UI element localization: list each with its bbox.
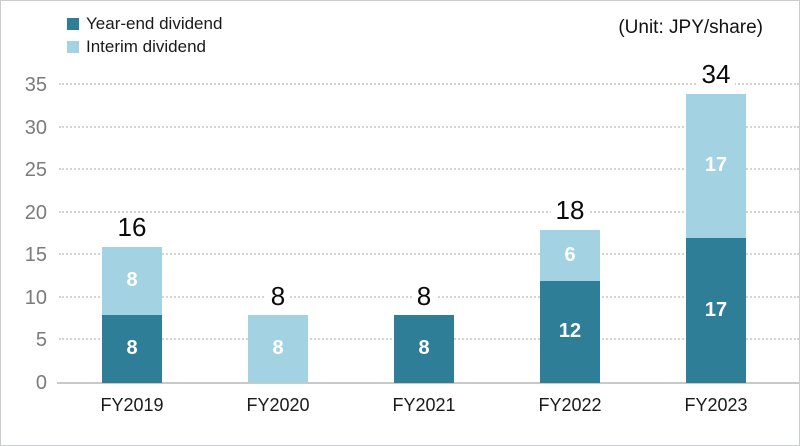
- bar-segment-interim-dividend: 8: [102, 246, 162, 315]
- segment-value-label: 12: [558, 320, 582, 343]
- gridline: [59, 125, 799, 128]
- gridline: [59, 253, 799, 256]
- y-axis-tick-label: 5: [35, 329, 47, 352]
- y-axis-tick-label: 30: [24, 116, 47, 139]
- legend-label-year-end: Year-end dividend: [86, 14, 223, 33]
- legend-label-interim: Interim dividend: [86, 37, 207, 56]
- segment-value-label: 8: [272, 337, 284, 360]
- x-axis-tick-label: FY2022: [538, 395, 602, 415]
- stacked-bar: 8: [394, 314, 454, 383]
- segment-value-label: 8: [126, 337, 138, 360]
- y-axis-tick-label: 10: [24, 286, 47, 309]
- x-axis-baseline: [57, 382, 799, 384]
- gridline: [59, 168, 799, 171]
- gridline: [59, 83, 799, 85]
- y-axis-tick-label: 25: [24, 159, 47, 182]
- bar-columns: 16 8 8 8 8 8 8 18 6 12 34 17 17: [59, 60, 789, 383]
- legend-swatch-year-end: [67, 18, 79, 30]
- bar-column: 34 17 17: [643, 60, 789, 383]
- bar-segment-year-end-dividend: 8: [102, 314, 162, 383]
- segment-value-label: 17: [704, 154, 728, 177]
- y-axis-tick-label: 35: [24, 74, 47, 96]
- x-axis-tick-label: FY2021: [392, 395, 456, 415]
- legend: Year-end dividend Interim dividend: [67, 14, 222, 57]
- y-axis-tick-label: 0: [35, 372, 47, 394]
- bar-total-label: 8: [411, 282, 437, 310]
- x-axis-labels: FY2019 FY2020 FY2021 FY2022 FY2023: [59, 395, 789, 416]
- bar-segment-year-end-dividend: 8: [394, 314, 454, 383]
- bar-segment-year-end-dividend: 17: [686, 238, 746, 383]
- bar-segment-interim-dividend: 8: [248, 314, 308, 383]
- segment-value-label: 6: [564, 243, 576, 266]
- legend-item-interim-dividend: Interim dividend: [67, 37, 222, 57]
- bar-column: 16 8 8: [59, 85, 205, 383]
- bar-total-label: 8: [265, 282, 291, 310]
- segment-value-label: 17: [704, 299, 728, 322]
- bar-total-label: 16: [112, 214, 152, 242]
- segment-value-label: 8: [126, 269, 138, 292]
- x-axis-tick-label: FY2023: [684, 395, 748, 415]
- bar-segment-interim-dividend: 17: [686, 93, 746, 239]
- bar-segment-year-end-dividend: 12: [540, 280, 600, 383]
- bar-column: 18 6 12: [497, 85, 643, 383]
- x-axis-tick-label: FY2019: [100, 395, 164, 415]
- unit-label: (Unit: JPY/share): [618, 17, 763, 38]
- stacked-bar: 8: [248, 314, 308, 383]
- plot-area: 16 8 8 8 8 8 8 18 6 12 34 17 17: [57, 60, 799, 384]
- y-axis-tick-label: 15: [24, 244, 47, 267]
- segment-value-label: 8: [418, 337, 430, 360]
- stacked-bar: 17 17: [686, 93, 746, 383]
- x-axis-tick-label: FY2020: [246, 395, 310, 415]
- y-axis-tick-label: 20: [24, 201, 47, 224]
- bar-segment-interim-dividend: 6: [540, 229, 600, 281]
- bar-total-label: 18: [550, 197, 590, 225]
- bar-total-label: 34: [696, 60, 736, 89]
- stacked-bar: 6 12: [540, 229, 600, 383]
- gridline: [59, 210, 799, 213]
- legend-item-year-end-dividend: Year-end dividend: [67, 14, 222, 34]
- legend-swatch-interim: [67, 41, 79, 53]
